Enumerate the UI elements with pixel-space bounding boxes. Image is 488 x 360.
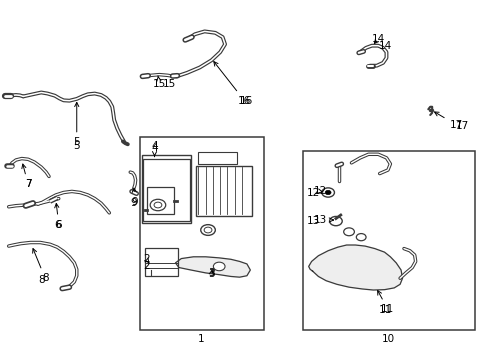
Polygon shape <box>308 245 402 290</box>
Bar <box>140 137 264 330</box>
Text: 4: 4 <box>151 141 158 157</box>
Text: 2: 2 <box>143 261 149 271</box>
Text: 10: 10 <box>381 334 394 344</box>
Text: 5: 5 <box>73 141 80 151</box>
Text: 16: 16 <box>213 62 251 106</box>
Text: 17: 17 <box>455 121 468 131</box>
Text: 9: 9 <box>132 188 138 207</box>
Bar <box>143 158 189 221</box>
Text: 16: 16 <box>239 96 252 107</box>
Text: 8: 8 <box>33 249 48 283</box>
Text: 14: 14 <box>371 34 384 44</box>
Text: 11: 11 <box>377 291 394 314</box>
Text: 13: 13 <box>313 215 333 225</box>
Bar <box>198 153 237 164</box>
Text: 13: 13 <box>306 216 320 226</box>
Text: 14: 14 <box>378 41 391 51</box>
Polygon shape <box>175 257 250 277</box>
Text: 12: 12 <box>306 188 320 198</box>
Circle shape <box>325 190 330 195</box>
Text: 3: 3 <box>207 268 214 278</box>
Text: 7: 7 <box>25 179 31 189</box>
Text: 11: 11 <box>378 305 391 315</box>
Text: 6: 6 <box>55 203 62 230</box>
Text: 6: 6 <box>54 220 61 230</box>
Text: 2: 2 <box>142 254 149 264</box>
Text: 12: 12 <box>313 186 326 197</box>
Bar <box>147 187 174 214</box>
Text: 17: 17 <box>434 112 462 130</box>
Text: 7: 7 <box>22 164 31 189</box>
Text: 5: 5 <box>73 102 80 148</box>
Bar <box>196 166 251 216</box>
Bar <box>142 155 191 223</box>
Text: 15: 15 <box>162 78 175 89</box>
Text: 1: 1 <box>197 334 203 344</box>
Bar <box>302 152 474 330</box>
Text: 8: 8 <box>38 275 44 285</box>
Bar <box>144 248 178 276</box>
Text: 4: 4 <box>151 143 158 153</box>
Text: 3: 3 <box>208 269 214 279</box>
Text: 15: 15 <box>152 76 166 89</box>
Circle shape <box>213 262 224 271</box>
Text: 9: 9 <box>131 198 137 208</box>
